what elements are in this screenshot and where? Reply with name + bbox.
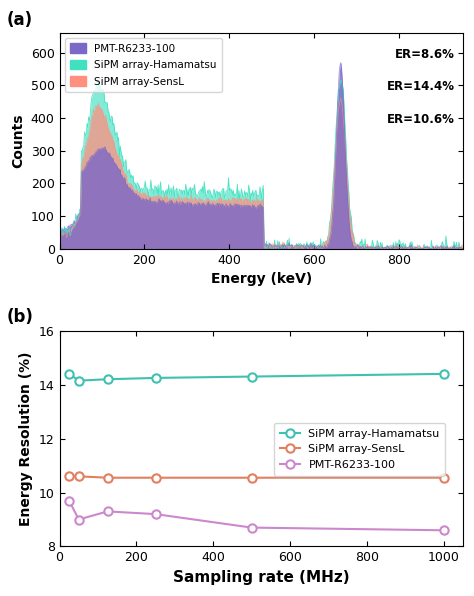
- Text: (a): (a): [7, 11, 33, 29]
- X-axis label: Energy (keV): Energy (keV): [210, 272, 312, 286]
- SiPM array-SensL: [153, 474, 158, 482]
- PMT-R6233-100: [249, 524, 255, 531]
- Line: PMT-R6233-100: PMT-R6233-100: [65, 496, 448, 535]
- SiPM array-Hamamatsu: [153, 374, 158, 381]
- Y-axis label: Counts: Counts: [11, 114, 25, 168]
- PMT-R6233-100: [105, 508, 110, 515]
- SiPM array-Hamamatsu: [66, 370, 72, 377]
- PMT-R6233-100: [76, 516, 82, 523]
- Text: (b): (b): [7, 308, 34, 327]
- SiPM array-SensL: [76, 473, 82, 480]
- SiPM array-Hamamatsu: [441, 370, 447, 377]
- SiPM array-Hamamatsu: [249, 373, 255, 380]
- PMT-R6233-100: [66, 497, 72, 504]
- Text: ER=14.4%: ER=14.4%: [387, 80, 455, 94]
- Text: ER=8.6%: ER=8.6%: [395, 48, 455, 61]
- Legend: PMT-R6233-100, SiPM array-Hamamatsu, SiPM array-SensL: PMT-R6233-100, SiPM array-Hamamatsu, SiP…: [65, 38, 222, 92]
- SiPM array-SensL: [441, 474, 447, 482]
- Y-axis label: Energy Resolution (%): Energy Resolution (%): [19, 352, 33, 526]
- Line: SiPM array-SensL: SiPM array-SensL: [65, 472, 448, 482]
- SiPM array-SensL: [249, 474, 255, 482]
- SiPM array-SensL: [66, 473, 72, 480]
- SiPM array-SensL: [105, 474, 110, 482]
- Text: ER=10.6%: ER=10.6%: [387, 113, 455, 126]
- Line: SiPM array-Hamamatsu: SiPM array-Hamamatsu: [65, 370, 448, 385]
- Legend: SiPM array-Hamamatsu, SiPM array-SensL, PMT-R6233-100: SiPM array-Hamamatsu, SiPM array-SensL, …: [274, 423, 445, 476]
- PMT-R6233-100: [441, 527, 447, 534]
- PMT-R6233-100: [153, 511, 158, 518]
- SiPM array-Hamamatsu: [105, 375, 110, 383]
- SiPM array-Hamamatsu: [76, 377, 82, 384]
- X-axis label: Sampling rate (MHz): Sampling rate (MHz): [173, 570, 349, 585]
